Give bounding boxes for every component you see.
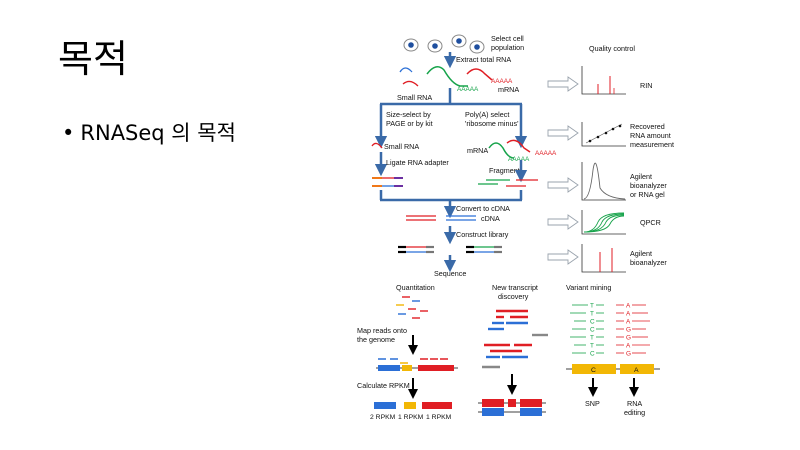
map-reads-label-2: the genome — [357, 335, 395, 344]
transcript-reads-icon — [482, 309, 548, 369]
rin-plot-icon — [581, 66, 626, 95]
box-c-label: C — [591, 367, 596, 374]
rpkm-label-1: 2 RPKM — [370, 414, 396, 421]
cdna-label: cDNA — [481, 214, 500, 223]
rna-editing-label-1: RNA — [627, 399, 642, 408]
mrna-2-label: mRNA — [467, 146, 488, 155]
recovered-label-3: measurement — [630, 140, 674, 149]
small-rna-icon — [371, 142, 383, 149]
agilent-gel-label-3: or RNA gel — [630, 190, 665, 199]
bioanalyzer-plot-icon — [581, 162, 626, 201]
red-base: A — [626, 303, 631, 310]
variant-mining-title: Variant mining — [566, 283, 611, 292]
agilent-label-1: Agilent — [630, 249, 652, 258]
sequence-label: Sequence — [434, 269, 466, 278]
green-base: T — [590, 335, 594, 342]
reads-icon — [396, 296, 428, 319]
qc-arrows — [547, 76, 579, 265]
green-base: C — [590, 351, 595, 358]
bullet-text: RNASeq 의 목적 — [80, 121, 236, 145]
qc-title: Quality control — [589, 44, 635, 53]
snp-label: SNP — [585, 399, 600, 408]
select-cell-label-1: Select cell — [491, 34, 524, 43]
rpkm-label-3: 1 RPKM — [426, 414, 452, 421]
green-base: T — [590, 343, 594, 350]
polya-green-label: AAAAA — [457, 86, 479, 93]
ligate-adapter-label: Ligate RNA adapter — [386, 158, 449, 167]
red-base: G — [626, 351, 631, 358]
library-icon — [398, 245, 502, 254]
mapped-reads-icon — [376, 358, 458, 371]
agilent-label-2: bioanalyzer — [630, 258, 667, 267]
rna-editing-label-2: editing — [624, 408, 645, 417]
rpkm-bars-icon — [374, 402, 452, 409]
red-base: G — [626, 335, 631, 342]
mrna-red-icon — [506, 139, 531, 153]
recovered-label-2: RNA amount — [630, 131, 671, 140]
mrna-red-icon — [466, 68, 493, 81]
small-rna-label: Small RNA — [397, 93, 432, 102]
slide-title: 목적 — [58, 37, 128, 81]
size-select-label-1: Size-select by — [386, 110, 431, 119]
small-rna-blue-icon — [399, 67, 413, 73]
polya-red-2-label: AAAAA — [535, 150, 557, 157]
green-base: T — [590, 303, 594, 310]
size-select-label-2: PAGE or by kit — [386, 119, 433, 128]
convert-cdna-label: Convert to cDNA — [456, 204, 510, 213]
mrna-green-icon — [488, 142, 515, 159]
green-base: C — [590, 319, 595, 326]
cell-population-icon — [403, 34, 485, 54]
fragment-label: Fragment — [489, 166, 520, 175]
red-base: A — [626, 343, 631, 350]
new-transcript-label-2: discovery — [498, 292, 529, 301]
select-cell-label-2: population — [491, 43, 524, 52]
rin-label: RIN — [640, 81, 652, 90]
recovered-label-1: Recovered — [630, 122, 665, 131]
fragments-icon — [478, 179, 538, 187]
cdna-icon — [406, 215, 476, 221]
mrna-label: mRNA — [498, 85, 519, 94]
polya-select-label-2: 'ribosome minus' — [465, 119, 519, 128]
green-base: T — [590, 311, 594, 318]
mrna-green-icon — [426, 66, 468, 87]
bullet-point: • RNASeq 의 목적 — [62, 123, 236, 144]
quantitation-title: Quantitation — [396, 283, 435, 292]
agilent-plot-icon — [581, 244, 626, 273]
qpcr-label: QPCR — [640, 218, 661, 227]
extract-rna-label: Extract total RNA — [456, 55, 511, 64]
construct-library-label: Construct library — [456, 230, 509, 239]
red-base: G — [626, 327, 631, 334]
map-reads-label-1: Map reads onto — [357, 326, 407, 335]
ligated-fragments-icon — [372, 177, 403, 187]
polya-select-label-1: Poly(A) select — [465, 110, 509, 119]
red-base: A — [626, 319, 631, 326]
small-rna-red-icon — [402, 80, 419, 87]
bullet-dot: • — [62, 121, 75, 145]
box-a-label: A — [634, 367, 639, 374]
polya-red-label: AAAAA — [491, 78, 513, 85]
variant-reads-icon: T T C C T T C A A A G G A G — [570, 303, 650, 358]
transcript-models-icon — [478, 399, 546, 416]
green-base: C — [590, 327, 595, 334]
calculate-rpkm-label: Calculate RPKM — [357, 381, 410, 390]
agilent-gel-label-2: bioanalyzer — [630, 181, 667, 190]
small-rna-2-label: Small RNA — [384, 142, 419, 151]
new-transcript-label-1: New transcript — [492, 283, 538, 292]
qpcr-plot-icon — [581, 210, 626, 235]
recovered-plot-icon — [581, 122, 626, 147]
polya-green-2-label: AAAAA — [508, 156, 530, 163]
rpkm-label-2: 1 RPKM — [398, 414, 424, 421]
variant-locus-icon: C A — [566, 364, 660, 374]
agilent-gel-label-1: Agilent — [630, 172, 652, 181]
red-base: A — [626, 311, 631, 318]
